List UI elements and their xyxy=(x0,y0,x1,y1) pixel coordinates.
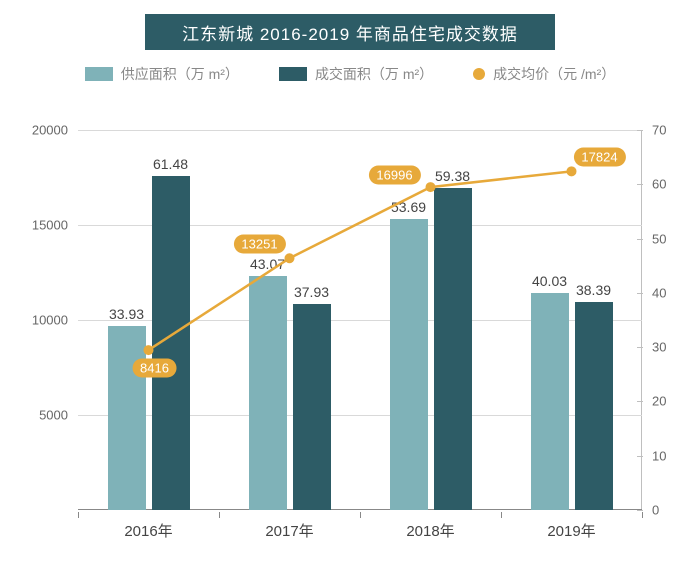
y-axis-left: 5000100001500020000 xyxy=(0,130,74,510)
price-label: 16996 xyxy=(368,166,420,185)
chart-title: 江东新城 2016-2019 年商品住宅成交数据 xyxy=(145,14,555,50)
price-point xyxy=(426,182,436,192)
legend-marker-price xyxy=(473,68,485,80)
price-label: 13251 xyxy=(233,235,285,254)
y-tick-right: 20 xyxy=(646,394,696,409)
y-tick-right: 0 xyxy=(646,503,696,518)
x-tickmark xyxy=(501,512,502,518)
y-tick-right: 30 xyxy=(646,340,696,355)
legend-swatch-deal xyxy=(279,67,307,81)
y-tickmark-right xyxy=(637,510,643,511)
x-label: 2016年 xyxy=(124,520,172,541)
y-tick-right: 10 xyxy=(646,448,696,463)
price-line xyxy=(149,171,572,350)
y-tick-left: 10000 xyxy=(0,313,74,328)
legend-item-price: 成交均价（元 /m²） xyxy=(473,64,615,84)
price-point xyxy=(285,253,295,263)
x-tickmark xyxy=(642,512,643,518)
price-label: 8416 xyxy=(132,359,177,378)
plot-area: 33.9361.4843.0737.9353.6959.3840.0338.39… xyxy=(78,130,642,510)
y-tick-left: 20000 xyxy=(0,123,74,138)
y-tick-left: 5000 xyxy=(0,408,74,423)
x-axis: 2016年 2017年 2018年 2019年 xyxy=(78,512,642,542)
legend: 供应面积（万 m²） 成交面积（万 m²） 成交均价（元 /m²） xyxy=(0,64,700,84)
legend-label: 成交面积（万 m²） xyxy=(315,64,433,84)
y-axis-right: 010203040506070 xyxy=(646,130,696,510)
legend-item-supply: 供应面积（万 m²） xyxy=(85,64,239,84)
x-label: 2018年 xyxy=(406,520,454,541)
legend-item-deal: 成交面积（万 m²） xyxy=(279,64,433,84)
y-tick-left: 15000 xyxy=(0,218,74,233)
y-tick-right: 60 xyxy=(646,177,696,192)
chart-container: 江东新城 2016-2019 年商品住宅成交数据 供应面积（万 m²） 成交面积… xyxy=(0,0,700,569)
price-point xyxy=(144,345,154,355)
legend-swatch-supply xyxy=(85,67,113,81)
x-tickmark xyxy=(78,512,79,518)
price-point xyxy=(567,166,577,176)
legend-label: 成交均价（元 /m²） xyxy=(493,64,615,84)
line-layer xyxy=(78,130,642,510)
legend-label: 供应面积（万 m²） xyxy=(121,64,239,84)
x-tickmark xyxy=(219,512,220,518)
price-label: 17824 xyxy=(573,148,625,167)
x-label: 2019年 xyxy=(547,520,595,541)
x-label: 2017年 xyxy=(265,520,313,541)
y-tick-right: 50 xyxy=(646,231,696,246)
x-tickmark xyxy=(360,512,361,518)
y-tick-right: 70 xyxy=(646,123,696,138)
y-tick-right: 40 xyxy=(646,285,696,300)
